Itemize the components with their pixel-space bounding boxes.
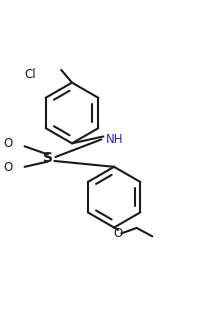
Text: O: O [3, 161, 12, 174]
Text: NH: NH [106, 133, 124, 146]
Text: O: O [113, 227, 123, 240]
Text: O: O [3, 137, 12, 150]
Text: S: S [43, 151, 52, 165]
Text: Cl: Cl [24, 68, 36, 81]
